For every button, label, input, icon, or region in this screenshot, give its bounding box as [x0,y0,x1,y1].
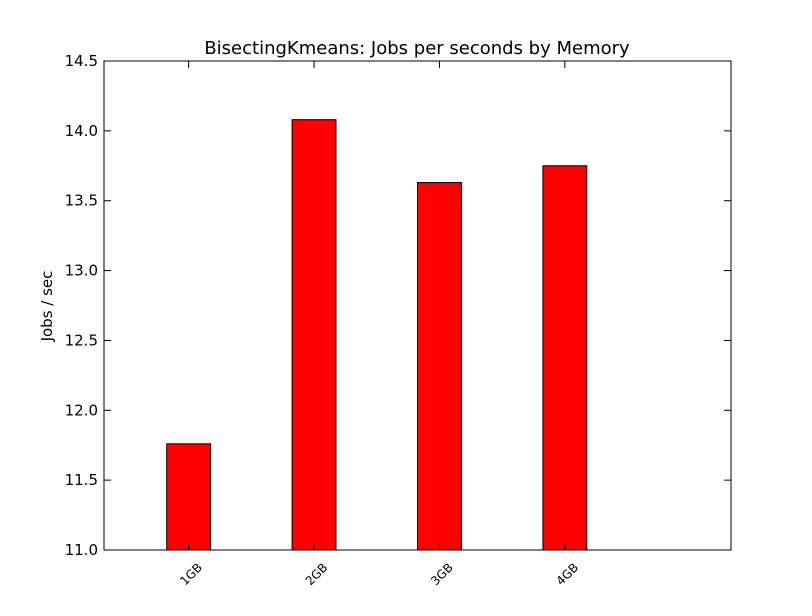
plot-frame [103,60,732,551]
bar-2GB [291,119,337,551]
bar-4GB [542,165,588,551]
y-tick-label: 13.0 [65,262,98,280]
y-tick-label: 14.5 [65,52,98,70]
bars-layer [166,119,588,551]
y-tick-label: 13.5 [65,192,98,210]
bar-1GB [166,443,212,551]
y-tick-label: 12.0 [65,401,98,419]
y-tick-label: 11.5 [65,471,98,489]
bar-3GB [417,182,462,551]
y-tick-label: 12.5 [65,331,98,349]
chart-title: BisectingKmeans: Jobs per seconds by Mem… [204,38,630,59]
y-tick-label: 14.0 [65,122,98,140]
y-tick-label: 11.0 [65,541,98,559]
y-axis-label: Jobs / sec [38,271,56,343]
